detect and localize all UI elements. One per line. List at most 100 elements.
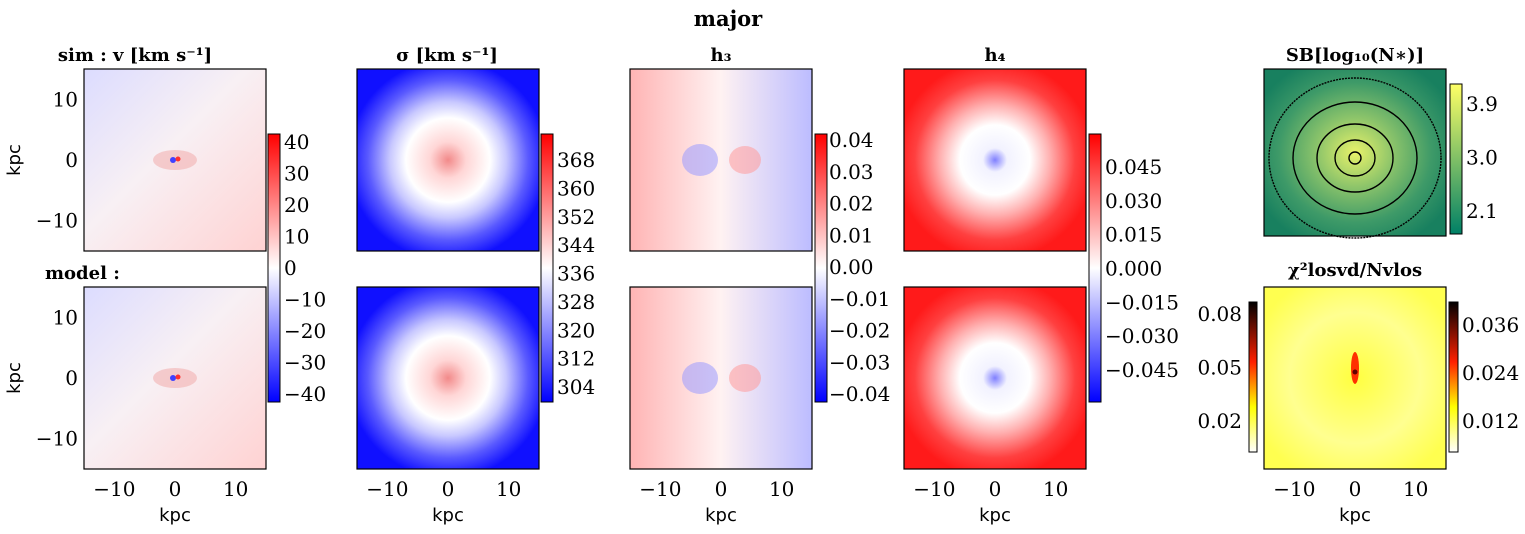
h3-sim-map — [629, 68, 813, 252]
chi2-map — [1263, 286, 1447, 470]
h3-colorbar-ticks: 0.04 0.03 0.02 0.01 0.00 −0.01 −0.02 −0.03 −0.04 — [829, 128, 890, 406]
velocity-ytick-label: 10 — [53, 305, 78, 329]
sigma-xtick-label: 0 — [442, 477, 455, 501]
sigma-model-map — [356, 286, 540, 470]
sb-colorbar-ticks: 3.9 3.0 2.1 — [1466, 92, 1498, 223]
model-row-label: model : — [45, 263, 120, 284]
velocity-sim-map — [83, 68, 267, 252]
h4-xlabel: kpc — [979, 505, 1011, 526]
h4-colorbar-tick-label: 0.045 — [1105, 155, 1162, 179]
chi2-colorbar-left-tick-label: 0.02 — [1197, 409, 1242, 433]
sigma-colorbar-tick-label: 352 — [557, 205, 595, 229]
velocity-ytick-label: 0 — [65, 148, 78, 172]
chi2-colorbar-right-tick-label: 0.012 — [1462, 409, 1519, 433]
velocity-colorbar-tick-label: 20 — [284, 193, 309, 217]
h3-xlabel: kpc — [705, 505, 737, 526]
h4-model-map — [903, 286, 1087, 470]
chi2-colorbar-left-ticks: 0.08 0.05 0.02 — [1197, 302, 1242, 433]
velocity-xticks: −10 0 10 — [93, 477, 248, 501]
h3-colorbar-tick-label: −0.03 — [829, 350, 890, 374]
velocity-ytick-label: −10 — [36, 209, 78, 233]
chi2-xtick-label: 0 — [1349, 477, 1362, 501]
velocity-xtick-label: −10 — [93, 477, 135, 501]
h3-xtick-label: 10 — [769, 477, 794, 501]
sigma-colorbar-tick-label: 344 — [557, 233, 595, 257]
sigma-xtick-label: −10 — [366, 477, 408, 501]
sigma-sim-map — [356, 68, 540, 252]
h3-model-map — [629, 286, 813, 470]
h3-colorbar — [814, 133, 828, 403]
h4-colorbar-tick-label: 0.030 — [1105, 189, 1162, 213]
chi2-xtick-label: 10 — [1403, 477, 1428, 501]
sigma-colorbar-tick-label: 304 — [557, 375, 595, 399]
chi2-title: χ²losvd/Nvlos — [1288, 260, 1422, 281]
h4-colorbar-tick-label: 0.015 — [1105, 223, 1162, 247]
h4-colorbar-tick-label: −0.030 — [1105, 324, 1179, 348]
chi2-colorbar-left-tick-label: 0.08 — [1197, 302, 1242, 326]
sigma-colorbar — [540, 133, 554, 403]
sigma-xlabel: kpc — [432, 505, 464, 526]
chi2-colorbar-right-ticks: 0.036 0.024 0.012 — [1462, 313, 1519, 433]
h4-xtick-label: −10 — [913, 477, 955, 501]
chi2-xtick-label: −10 — [1273, 477, 1315, 501]
h3-colorbar-tick-label: 0.00 — [829, 255, 874, 279]
h3-colorbar-tick-label: −0.02 — [829, 319, 890, 343]
velocity-colorbar-tick-label: 0 — [284, 256, 297, 280]
sb-colorbar — [1449, 83, 1463, 235]
sb-title: SB[log₁₀(N∗)] — [1286, 45, 1424, 66]
h4-colorbar-ticks: 0.045 0.030 0.015 0.000 −0.015 −0.030 −0.045 — [1105, 155, 1179, 382]
sigma-colorbar-tick-label: 360 — [557, 176, 595, 200]
h3-colorbar-tick-label: 0.03 — [829, 160, 874, 184]
sigma-colorbar-tick-label: 368 — [557, 148, 595, 172]
h4-xtick-label: 10 — [1043, 477, 1068, 501]
velocity-ytick-label: 0 — [65, 366, 78, 390]
h3-colorbar-tick-label: −0.01 — [829, 287, 890, 311]
h3-xtick-label: 0 — [715, 477, 728, 501]
sb-colorbar-tick-label: 2.1 — [1466, 199, 1498, 223]
h4-title: h₄ — [985, 45, 1006, 66]
h3-xticks: −10 0 10 — [639, 477, 794, 501]
sb-colorbar-tick-label: 3.0 — [1466, 146, 1498, 170]
sigma-colorbar-ticks: 368 360 352 344 336 328 320 312 304 — [557, 148, 595, 399]
velocity-colorbar-tick-label: 40 — [284, 130, 309, 154]
velocity-colorbar-tick-label: −40 — [284, 382, 326, 406]
sb-colorbar-tick-label: 3.9 — [1466, 92, 1498, 116]
velocity-sim-ylabel: kpc — [4, 144, 25, 176]
sb-map — [1263, 68, 1447, 239]
velocity-xtick-label: 10 — [223, 477, 248, 501]
velocity-colorbar-tick-label: −10 — [284, 288, 326, 312]
velocity-ytick-label: −10 — [36, 427, 78, 451]
chi2-xticks: −10 0 10 — [1273, 477, 1428, 501]
sigma-title: σ [km s⁻¹] — [396, 45, 498, 66]
chi2-colorbar-left-tick-label: 0.05 — [1197, 356, 1242, 380]
h4-xtick-label: 0 — [989, 477, 1002, 501]
velocity-colorbar — [267, 133, 281, 403]
figure-suptitle: major — [694, 6, 763, 31]
h3-colorbar-tick-label: −0.04 — [829, 382, 890, 406]
h3-colorbar-tick-label: 0.04 — [829, 128, 874, 152]
velocity-xtick-label: 0 — [169, 477, 182, 501]
velocity-colorbar-tick-label: 30 — [284, 162, 309, 186]
h4-colorbar — [1088, 133, 1102, 403]
h3-title: h₃ — [711, 45, 732, 66]
sigma-xticks: −10 0 10 — [366, 477, 521, 501]
h3-xtick-label: −10 — [639, 477, 681, 501]
sigma-colorbar-tick-label: 328 — [557, 290, 595, 314]
sigma-colorbar-tick-label: 320 — [557, 318, 595, 342]
velocity-colorbar-ticks: 40 30 20 10 0 −10 −20 −30 −40 — [284, 130, 326, 406]
velocity-xlabel: kpc — [159, 505, 191, 526]
h4-colorbar-tick-label: −0.045 — [1105, 358, 1179, 382]
h4-colorbar-tick-label: 0.000 — [1105, 257, 1162, 281]
chi2-colorbar-right-tick-label: 0.024 — [1462, 361, 1519, 385]
velocity-colorbar-tick-label: −20 — [284, 319, 326, 343]
velocity-colorbar-tick-label: 10 — [284, 225, 309, 249]
chi2-colorbar-left — [1248, 301, 1258, 453]
h4-sim-map — [903, 68, 1087, 252]
velocity-model-ylabel: kpc — [4, 362, 25, 394]
h3-colorbar-tick-label: 0.02 — [829, 192, 874, 216]
velocity-model-map — [83, 286, 267, 470]
h4-colorbar-tick-label: −0.015 — [1105, 290, 1179, 314]
chi2-colorbar-right-tick-label: 0.036 — [1462, 313, 1519, 337]
sigma-colorbar-tick-label: 336 — [557, 262, 595, 286]
